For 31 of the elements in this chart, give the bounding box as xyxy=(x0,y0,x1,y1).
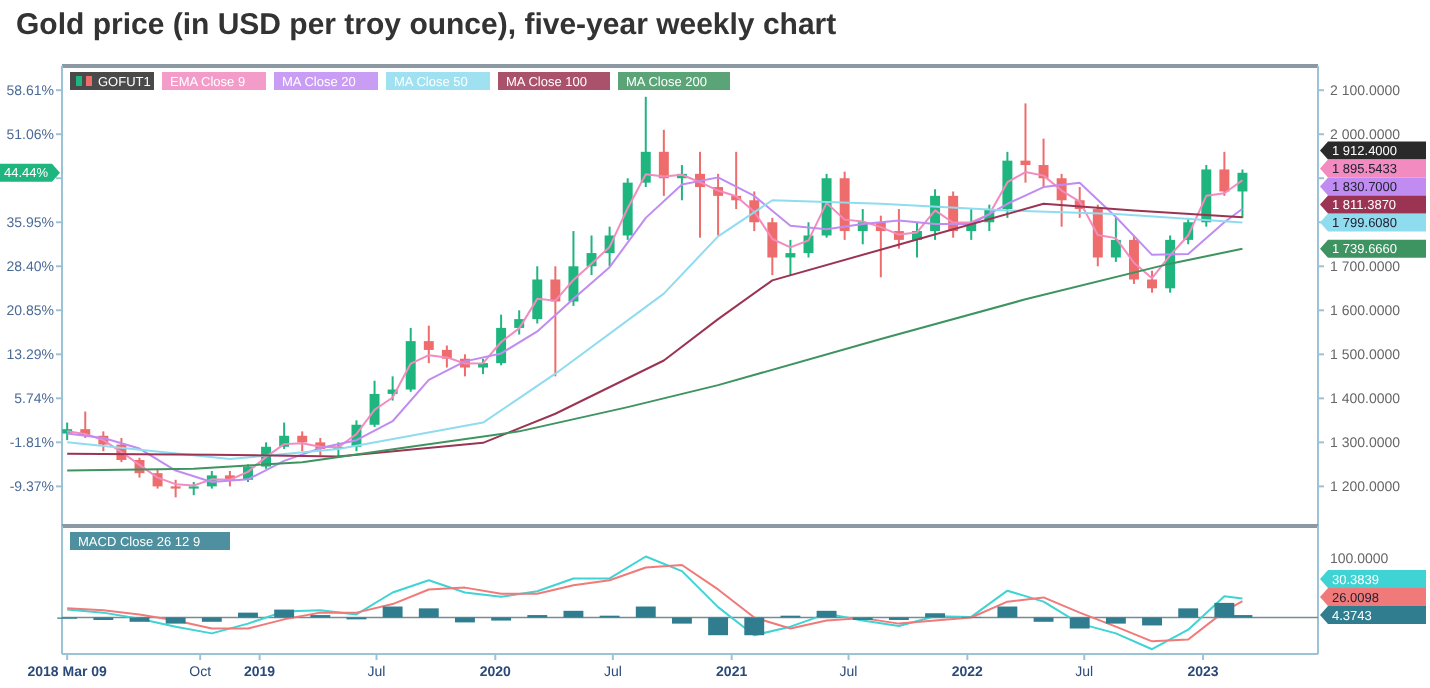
candlestick xyxy=(767,216,778,277)
candlestick xyxy=(1110,216,1121,263)
candlestick xyxy=(785,238,796,277)
bar xyxy=(165,617,186,624)
bar xyxy=(382,606,403,618)
bar xyxy=(671,617,692,624)
bar xyxy=(635,606,656,618)
bar xyxy=(997,606,1018,618)
bar xyxy=(744,617,765,636)
candlestick xyxy=(550,265,561,378)
chart-title: Gold price (in USD per troy ounce), five-year weekly chart xyxy=(16,8,837,42)
bar xyxy=(1105,617,1126,624)
candlestick xyxy=(369,379,380,428)
bar xyxy=(274,609,295,618)
candlestick xyxy=(640,95,651,189)
candlestick xyxy=(1020,102,1031,184)
bar xyxy=(1178,608,1199,618)
candlestick xyxy=(1237,168,1248,219)
candlestick xyxy=(532,265,543,325)
bar xyxy=(1069,617,1090,629)
candlestick xyxy=(658,128,669,197)
candlestick xyxy=(423,324,434,365)
bar xyxy=(418,608,439,618)
candlestick xyxy=(297,430,308,453)
candlestick xyxy=(1219,150,1230,197)
line-series xyxy=(66,247,1244,472)
bar xyxy=(238,612,258,618)
bar xyxy=(563,610,584,618)
bar xyxy=(708,617,729,636)
bar xyxy=(816,610,837,618)
candlestick xyxy=(1147,269,1158,294)
